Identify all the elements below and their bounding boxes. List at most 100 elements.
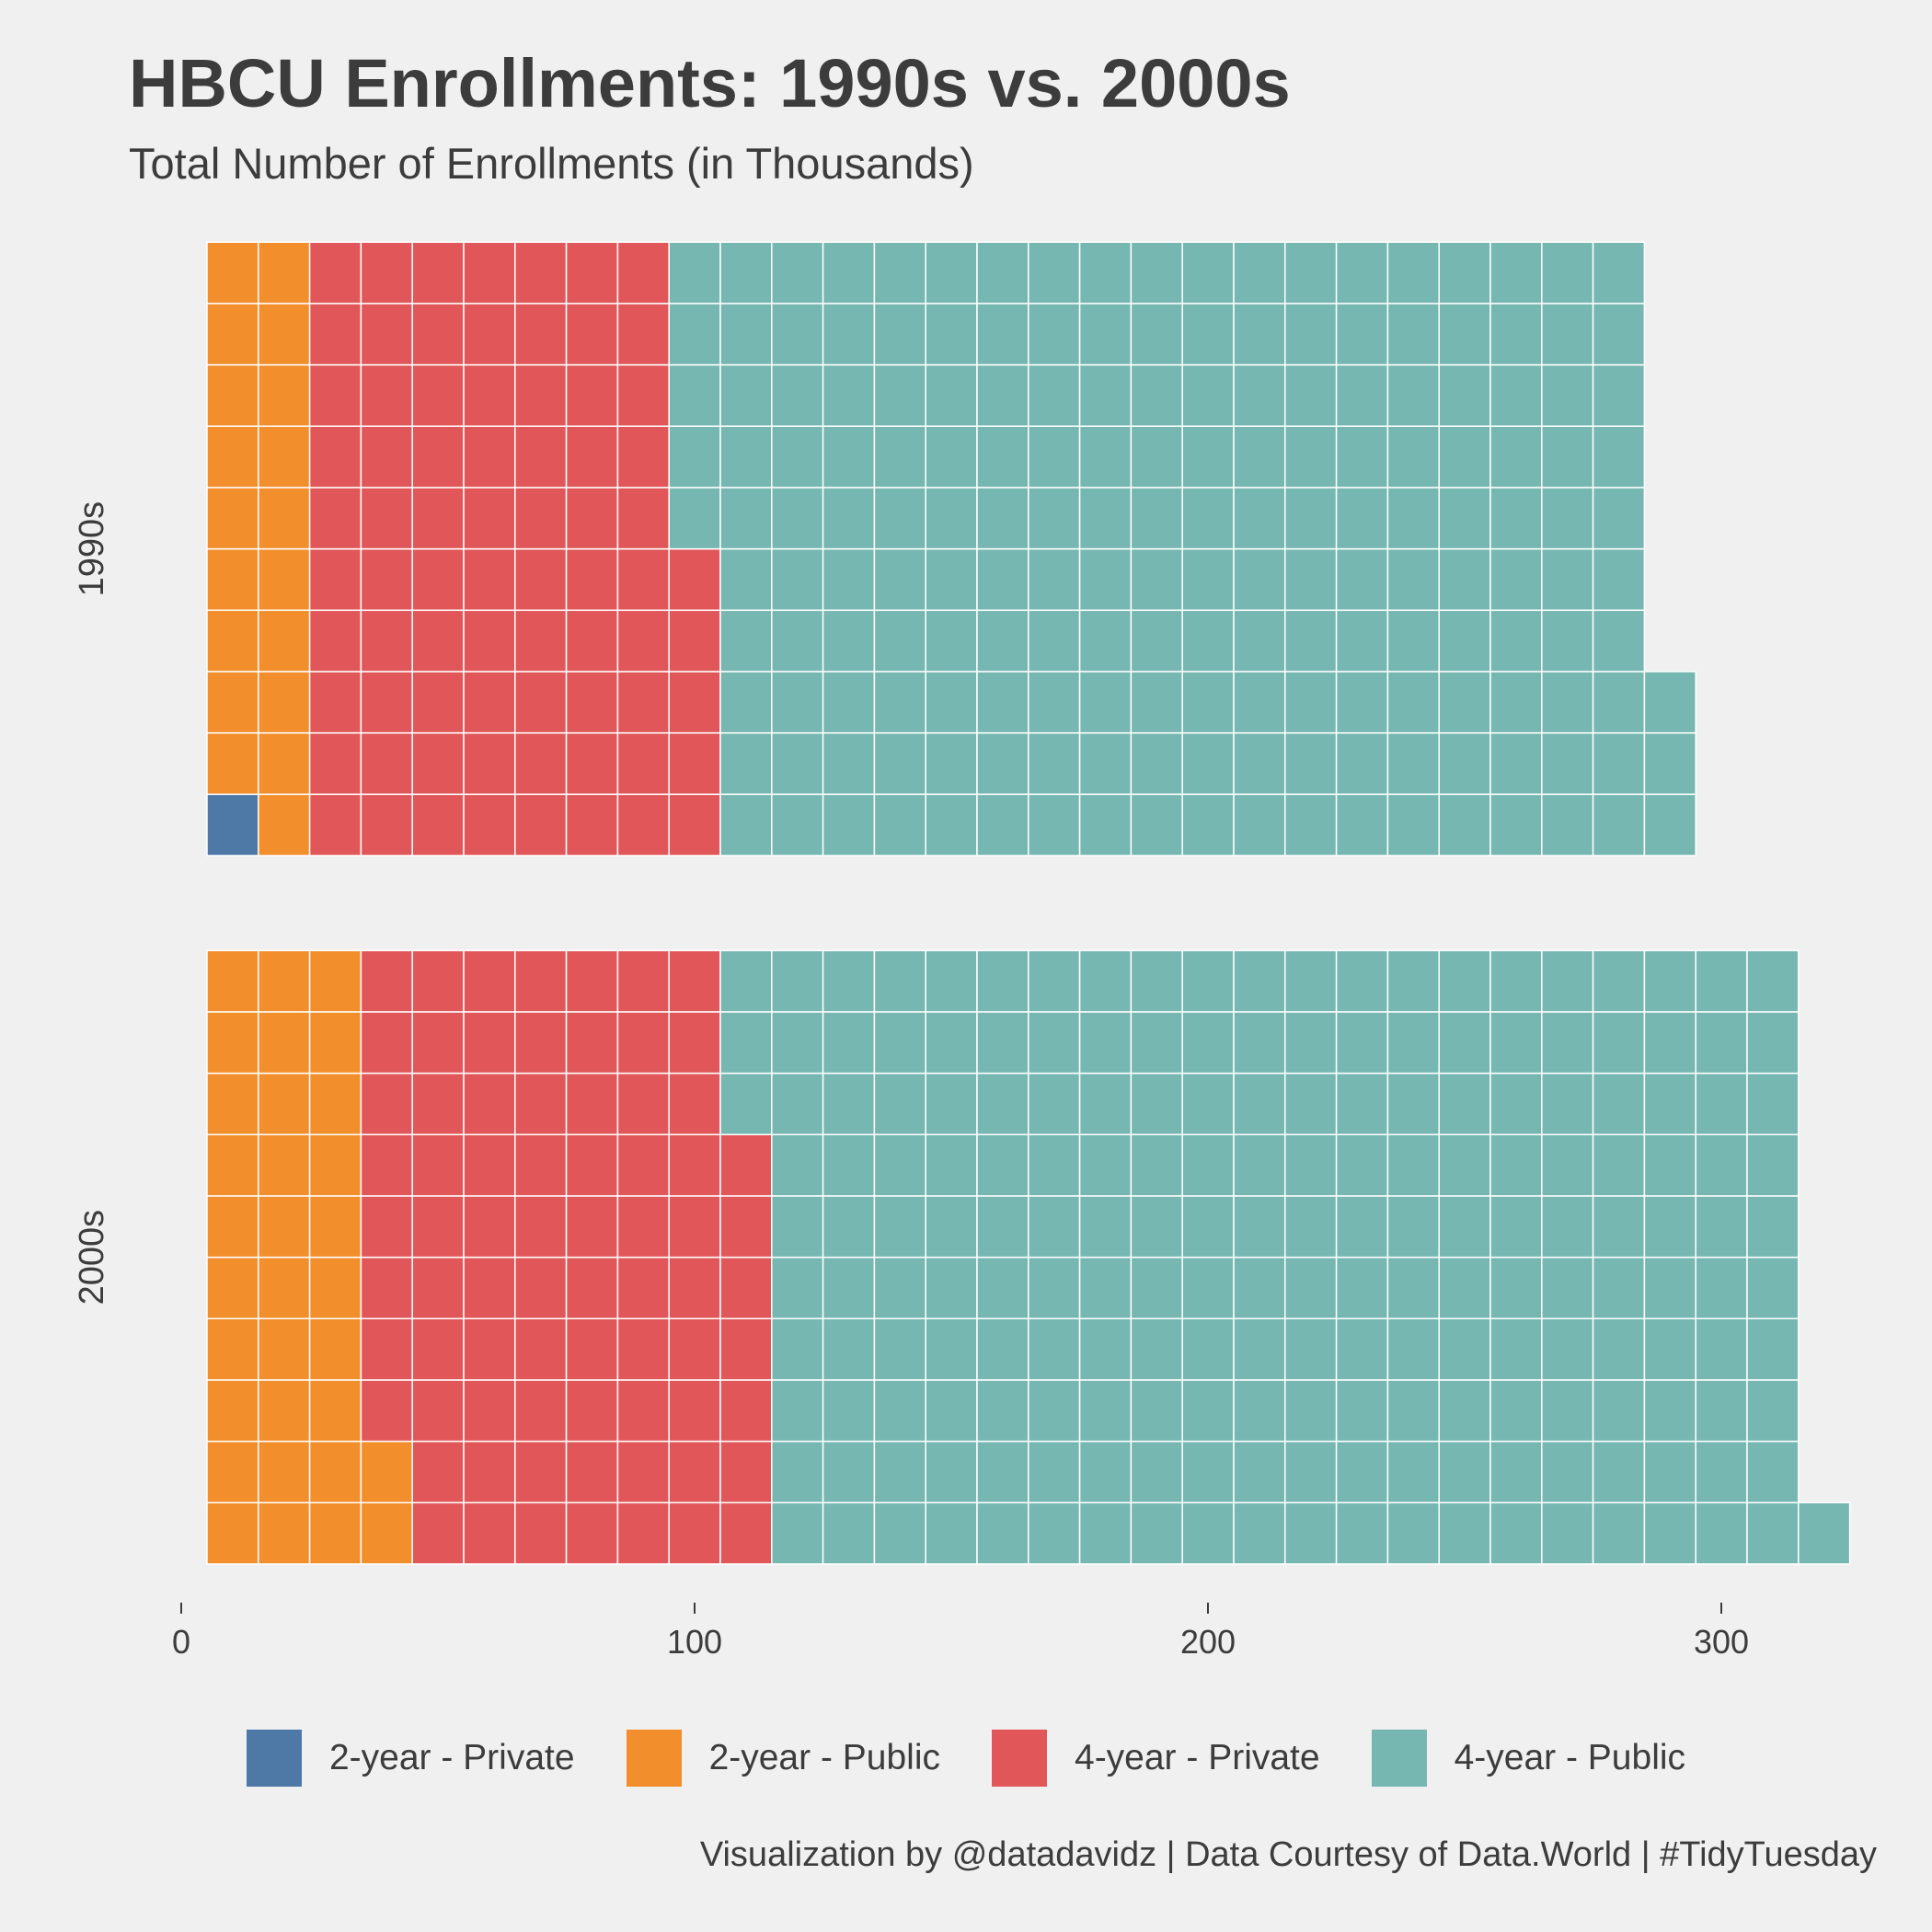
waffle-cell-4-year-private — [719, 1195, 773, 1259]
waffle-cell-4-year-public — [1181, 1256, 1235, 1320]
waffle-cell-4-year-private — [514, 949, 568, 1013]
waffle-cell-4-year-public — [873, 425, 926, 489]
waffle-cell-4-year-private — [514, 425, 568, 489]
x-tick-label: 0 — [172, 1623, 190, 1656]
waffle-cell-4-year-private — [360, 303, 413, 366]
waffle-cell-4-year-public — [1489, 1501, 1543, 1565]
waffle-cell-4-year-private — [668, 1072, 721, 1135]
waffle-cell-4-year-public — [1181, 1072, 1235, 1135]
waffle-cell-4-year-private — [668, 1379, 721, 1443]
waffle-cell-2-year-public — [258, 793, 311, 857]
waffle-cell-4-year-public — [1233, 1317, 1286, 1381]
waffle-cell-4-year-private — [360, 425, 413, 489]
waffle-cell-4-year-public — [976, 793, 1029, 857]
waffle-cell-4-year-private — [565, 303, 619, 366]
waffle-cell-4-year-public — [668, 363, 721, 427]
legend: 2-year - Private 2-year - Public 4-year - … — [0, 1730, 1932, 1787]
waffle-cell-4-year-private — [463, 1133, 516, 1197]
waffle-cell-4-year-public — [1386, 1072, 1440, 1135]
waffle-cell-4-year-public — [1233, 671, 1286, 734]
waffle-cell-4-year-public — [1386, 1501, 1440, 1565]
waffle-cell-4-year-public — [1028, 1440, 1081, 1504]
waffle-cell-4-year-public — [925, 547, 978, 612]
waffle-cell-4-year-public — [1130, 1379, 1183, 1443]
waffle-cell-4-year-private — [616, 731, 670, 796]
waffle-cell-4-year-private — [360, 363, 413, 427]
x-axis: 0 100 200 300 — [172, 1603, 1749, 1656]
waffle-cell-4-year-public — [925, 793, 978, 857]
waffle-cell-4-year-public — [873, 609, 926, 673]
waffle-cell-4-year-public — [1438, 1440, 1491, 1504]
waffle-cell-4-year-public — [1592, 1501, 1646, 1565]
waffle-cell-4-year-private — [411, 793, 465, 857]
waffle-cell-4-year-public — [873, 363, 926, 427]
waffle-cell-4-year-public — [1335, 1133, 1389, 1197]
waffle-cell-4-year-private — [719, 1133, 773, 1197]
waffle-cell-4-year-public — [976, 241, 1029, 305]
waffle-cell-4-year-public — [771, 671, 824, 734]
waffle-cell-4-year-private — [565, 949, 619, 1013]
waffle-cell-4-year-public — [719, 547, 773, 612]
waffle-cell-4-year-public — [1489, 1011, 1543, 1075]
legend-item: 4-year - Public — [1371, 1730, 1685, 1787]
waffle-cell-4-year-public — [1078, 609, 1133, 673]
waffle-cell-4-year-public — [1746, 1379, 1800, 1443]
waffle-cell-4-year-public — [1541, 731, 1594, 796]
waffle-cell-4-year-public — [1386, 1317, 1440, 1381]
waffle-cell-4-year-private — [411, 241, 465, 305]
waffle-cell-4-year-public — [976, 425, 1029, 489]
waffle-cell-4-year-public — [822, 609, 876, 673]
waffle-cell-4-year-public — [1078, 1440, 1133, 1504]
waffle-cell-4-year-public — [1438, 731, 1491, 796]
waffle-cell-4-year-public — [1489, 303, 1543, 366]
waffle-cell-4-year-public — [822, 949, 876, 1013]
waffle-cell-4-year-public — [1541, 949, 1594, 1013]
waffle-cell-4-year-public — [1181, 731, 1235, 796]
waffle-cell-4-year-public — [668, 425, 721, 489]
waffle-cell-4-year-public — [771, 1379, 824, 1443]
waffle-cell-4-year-private — [514, 1072, 568, 1135]
waffle-cell-4-year-public — [1284, 1317, 1338, 1381]
waffle-cell-4-year-private — [411, 671, 465, 734]
waffle-cell-4-year-private — [308, 487, 362, 550]
waffle-cell-4-year-public — [1592, 1317, 1646, 1381]
waffle-cell-2-year-public — [258, 1011, 311, 1075]
x-tick-label: 300 — [1694, 1623, 1749, 1656]
waffle-cell-2-year-public — [206, 303, 259, 366]
waffle-cell-4-year-public — [1798, 1501, 1851, 1565]
waffle-cell-4-year-private — [616, 1379, 670, 1443]
waffle-cell-4-year-public — [1028, 793, 1081, 857]
waffle-cell-4-year-public — [1541, 1195, 1594, 1259]
waffle-cell-2-year-public — [308, 1501, 362, 1565]
waffle-cell-4-year-private — [411, 1195, 465, 1259]
waffle-cell-4-year-public — [1438, 671, 1491, 734]
waffle-cell-4-year-private — [616, 949, 670, 1013]
waffle-cell-4-year-private — [360, 671, 413, 734]
waffle-cell-4-year-public — [1181, 1011, 1235, 1075]
waffle-cell-4-year-private — [668, 1256, 721, 1320]
waffle-cell-4-year-public — [1592, 487, 1646, 550]
waffle-cell-4-year-public — [1130, 949, 1183, 1013]
waffle-cell-4-year-public — [1078, 731, 1133, 796]
waffle-cell-4-year-private — [565, 1440, 619, 1504]
waffle-cell-4-year-public — [1746, 1317, 1800, 1381]
waffle-cell-4-year-public — [976, 1317, 1029, 1381]
waffle-cell-4-year-private — [360, 731, 413, 796]
waffle-cell-2-year-public — [258, 1195, 311, 1259]
waffle-cell-4-year-public — [1181, 425, 1235, 489]
waffle-cell-4-year-public — [1181, 547, 1235, 612]
waffle-cell-2-year-public — [206, 949, 259, 1013]
waffle-cell-4-year-public — [1181, 1195, 1235, 1259]
waffle-cell-4-year-private — [616, 1133, 670, 1197]
waffle-cell-4-year-private — [616, 1256, 670, 1320]
waffle-cell-4-year-public — [1386, 547, 1440, 612]
waffle-cell-4-year-public — [1028, 487, 1081, 550]
waffle-cell-4-year-private — [616, 487, 670, 550]
waffle-cell-4-year-public — [822, 1501, 876, 1565]
waffle-cell-4-year-private — [514, 363, 568, 427]
waffle-cell-4-year-private — [514, 547, 568, 612]
waffle-cell-4-year-public — [1028, 547, 1081, 612]
waffle-cell-4-year-private — [668, 949, 721, 1013]
waffle-cell-4-year-public — [668, 303, 721, 366]
waffle-cell-4-year-public — [771, 363, 824, 427]
